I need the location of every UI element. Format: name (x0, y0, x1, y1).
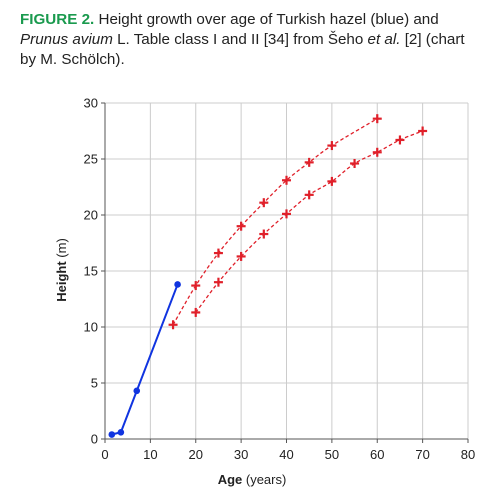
data-point-plus (259, 198, 269, 208)
x-tick-label: 60 (370, 447, 384, 462)
data-point-plus (372, 147, 382, 157)
y-tick-label: 30 (84, 96, 98, 111)
data-point-plus (236, 221, 246, 231)
data-point-circle (133, 387, 141, 395)
data-point-circle (174, 281, 181, 288)
y-axis-title-rest: (m) (54, 238, 69, 261)
x-tick-label: 20 (189, 447, 203, 462)
y-tick-label: 15 (84, 264, 98, 279)
x-tick-label: 80 (461, 447, 475, 462)
y-axis-title: Height (m) (54, 238, 69, 302)
series-line (172, 118, 378, 326)
data-point-plus (259, 229, 269, 239)
labels-layer: 0 10 20 30 40 50 60 70 80 0 5 10 15 20 25 30 (84, 96, 476, 463)
caption-text-1: Height growth over age of Turkish hazel … (94, 11, 439, 28)
caption-italic-etal: et al. (367, 31, 401, 48)
x-tick-label: 40 (279, 447, 293, 462)
series-layer (108, 114, 428, 438)
grid-layer (104, 102, 469, 440)
y-tick-label: 25 (84, 152, 98, 167)
y-axis-title-bold: Height (54, 261, 69, 302)
y-tick-label: 10 (84, 320, 98, 335)
data-point-plus (191, 307, 201, 317)
data-point-plus (418, 126, 428, 136)
x-tick-label: 10 (143, 447, 157, 462)
data-point-plus (236, 251, 246, 261)
y-tick-label: 20 (84, 208, 98, 223)
caption-text-2: L. Table class I and II [34] from Šeho (112, 31, 368, 48)
axes-layer (101, 102, 469, 443)
x-tick-label: 30 (234, 447, 248, 462)
data-point-plus (191, 281, 201, 291)
series-line (111, 284, 179, 436)
series-2 (168, 114, 382, 330)
data-point-plus (350, 158, 360, 168)
series-1 (108, 281, 181, 438)
data-point-plus (304, 157, 314, 167)
y-tick-label: 5 (91, 376, 98, 391)
x-axis-title: Age (years) (218, 472, 287, 487)
data-point-plus (282, 209, 291, 219)
data-point-plus (213, 248, 223, 258)
data-point-plus (168, 320, 178, 330)
data-point-plus (372, 114, 382, 124)
x-tick-label: 70 (415, 447, 429, 462)
data-point-plus (395, 135, 405, 145)
data-point-plus (282, 175, 291, 185)
x-axis-title-bold: Age (218, 472, 243, 487)
data-point-circle (108, 431, 116, 438)
x-tick-label: 0 (101, 447, 108, 462)
caption-italic-species: Prunus avium (20, 31, 113, 48)
caption-text-3: [2] (chart by M. Schölch). (20, 31, 465, 68)
data-point-plus (327, 141, 337, 151)
x-axis-title-rest: (years) (242, 472, 286, 487)
figure-label: FIGURE 2. (20, 11, 95, 28)
data-point-plus (304, 190, 314, 200)
series-3 (191, 126, 428, 317)
data-point-circle (117, 428, 125, 436)
figure-caption: FIGURE 2. Height growth over age of Turk… (20, 10, 482, 70)
x-tick-label: 50 (325, 447, 339, 462)
y-tick-label: 0 (91, 432, 98, 447)
data-point-plus (213, 277, 223, 287)
data-point-plus (327, 176, 337, 186)
